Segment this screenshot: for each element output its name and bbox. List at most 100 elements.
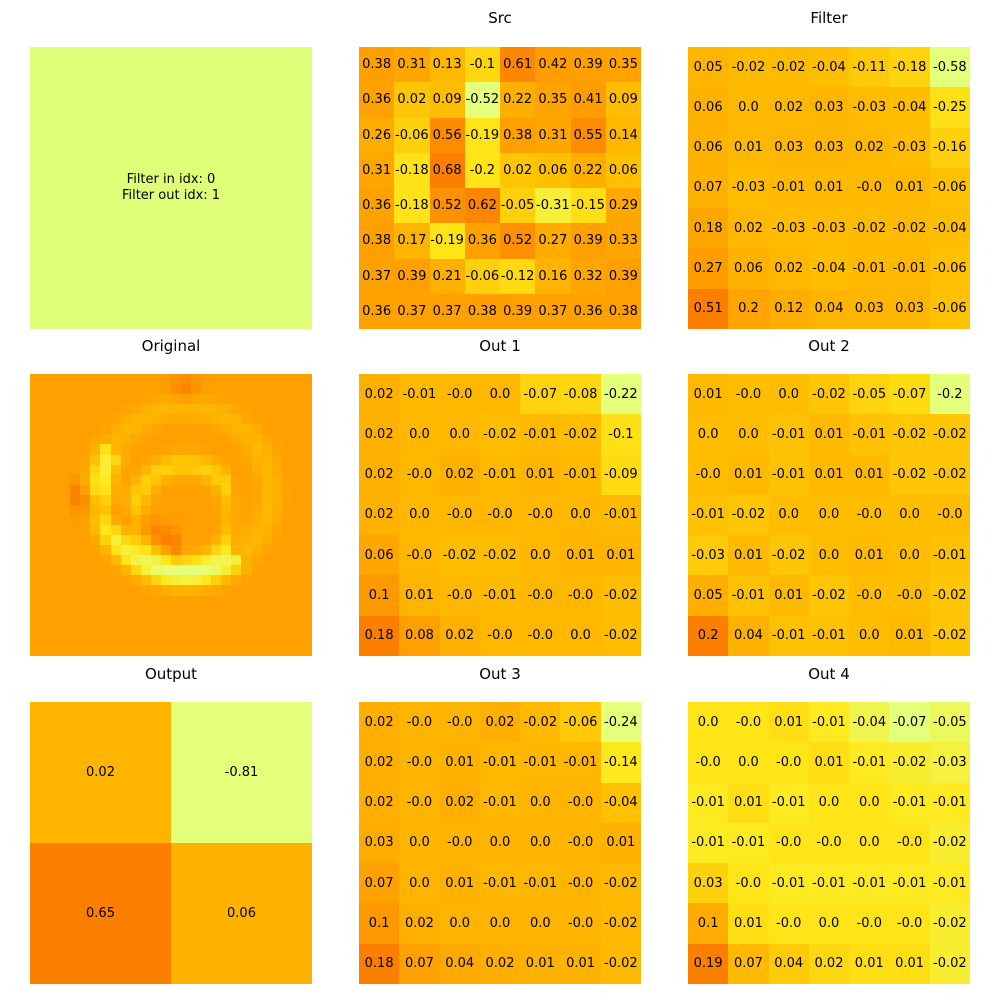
out2-cell-3-2: 0.0 [768, 494, 809, 536]
original-cell-8-11 [140, 454, 151, 465]
original-cell-22-20 [231, 595, 242, 606]
filter-cell-6-6: -0.06 [929, 288, 970, 329]
original-cell-9-6 [90, 464, 101, 475]
filter-cell-1-3: 0.03 [808, 87, 850, 128]
original-cell-16-16 [191, 535, 202, 546]
out4-cell-5-2: -0.0 [768, 903, 809, 944]
original-cell-11-19 [221, 484, 232, 495]
filter-cell-0-4: -0.11 [849, 47, 890, 88]
original-cell-27-2 [50, 645, 61, 656]
original-cell-6-4 [70, 434, 81, 445]
original-cell-1-10 [130, 384, 141, 395]
out4-cell-5-4: -0.0 [849, 903, 890, 944]
original-cell-11-11 [140, 484, 151, 495]
original-cell-19-1 [40, 565, 51, 576]
original-cell-1-7 [100, 384, 111, 395]
original-cell-13-11 [140, 504, 151, 515]
original-cell-4-8 [110, 414, 121, 425]
original-cell-7-10 [130, 444, 141, 455]
original-cell-16-25 [281, 535, 292, 546]
original-cell-19-17 [201, 565, 212, 576]
src-cell-0-4: 0.61 [500, 47, 536, 83]
src-cell-7-7: 0.38 [605, 293, 641, 329]
src-cell-6-3: -0.06 [464, 258, 500, 294]
original-cell-19-11 [140, 565, 151, 576]
original-cell-24-8 [110, 615, 121, 626]
original-cell-17-7 [100, 545, 111, 556]
src-cell-6-4: -0.12 [500, 258, 536, 294]
original-cell-11-17 [201, 484, 212, 495]
original-cell-22-17 [201, 595, 212, 606]
original-cell-5-11 [140, 424, 151, 435]
original-cell-26-16 [191, 635, 202, 646]
original-cell-10-26 [291, 474, 302, 485]
original-cell-23-0 [30, 605, 41, 616]
original-cell-15-5 [80, 525, 91, 536]
original-cell-19-4 [70, 565, 81, 576]
original-cell-1-0 [30, 384, 41, 395]
src-cell-2-0: 0.26 [359, 117, 395, 153]
original-cell-5-10 [130, 424, 141, 435]
src-cell-2-2: 0.56 [429, 117, 465, 153]
original-cell-12-19 [221, 494, 232, 505]
original-cell-20-7 [100, 575, 111, 586]
out2-cell-6-4: 0.0 [849, 615, 890, 656]
original-cell-24-9 [120, 615, 131, 626]
original-cell-3-21 [241, 404, 252, 415]
src-cell-1-4: 0.22 [500, 82, 536, 118]
out1-cell-2-4: 0.01 [520, 454, 561, 495]
original-cell-22-0 [30, 595, 41, 606]
original-cell-4-11 [140, 414, 151, 425]
original-cell-6-13 [160, 434, 171, 445]
original-cell-1-11 [140, 384, 151, 395]
original-cell-1-21 [241, 384, 252, 395]
original-cell-6-22 [251, 434, 262, 445]
original-cell-26-26 [291, 635, 302, 646]
original-cell-21-16 [191, 585, 202, 596]
original-cell-24-4 [70, 615, 81, 626]
filter-cell-0-6: -0.58 [929, 47, 970, 88]
out2-cell-4-5: 0.0 [889, 535, 930, 576]
original-cell-22-22 [251, 595, 262, 606]
original-cell-2-3 [60, 394, 71, 405]
original-cell-8-21 [241, 454, 252, 465]
original-cell-15-12 [150, 525, 161, 536]
original-cell-27-22 [251, 645, 262, 656]
out4-heatmap: 0.0 -0.0 0.01 -0.01 -0.04 -0.07 -0.05 -0.0 0.0 -0… [688, 702, 970, 984]
original-cell-16-10 [130, 535, 141, 546]
original-cell-3-19 [221, 404, 232, 415]
original-cell-1-6 [90, 384, 101, 395]
original-cell-10-8 [110, 474, 121, 485]
out3-cell-0-1: -0.0 [399, 702, 440, 743]
original-cell-6-5 [80, 434, 91, 445]
out3-cell-1-4: -0.01 [520, 742, 561, 783]
original-cell-21-23 [261, 585, 272, 596]
original-cell-22-26 [291, 595, 302, 606]
original-cell-26-20 [231, 635, 242, 646]
original-cell-10-1 [40, 474, 51, 485]
original-cell-1-5 [80, 384, 91, 395]
original-cell-8-2 [50, 454, 61, 465]
original-cell-12-20 [231, 494, 242, 505]
original-cell-20-23 [261, 575, 272, 586]
out3-cell-4-2: 0.01 [439, 863, 480, 904]
out4-cell-1-4: -0.01 [849, 742, 890, 783]
filter-cell-1-6: -0.25 [929, 87, 970, 128]
src-cell-1-5: 0.35 [535, 82, 571, 118]
original-cell-24-21 [241, 615, 252, 626]
out1-cell-1-0: 0.02 [359, 414, 400, 455]
original-cell-27-16 [191, 645, 202, 656]
original-cell-5-6 [90, 424, 101, 435]
original-cell-8-18 [211, 454, 222, 465]
original-cell-17-27 [301, 545, 312, 556]
out2-cell-1-4: -0.01 [849, 414, 890, 455]
original-cell-7-13 [160, 444, 171, 455]
original-cell-25-25 [281, 625, 292, 636]
original-cell-9-22 [251, 464, 262, 475]
original-cell-27-18 [211, 645, 222, 656]
original-cell-11-18 [211, 484, 222, 495]
out1-cell-3-2: -0.0 [439, 494, 480, 536]
original-cell-14-3 [60, 514, 71, 526]
original-cell-17-13 [160, 545, 171, 556]
out4-cell-0-3: -0.01 [808, 702, 850, 743]
